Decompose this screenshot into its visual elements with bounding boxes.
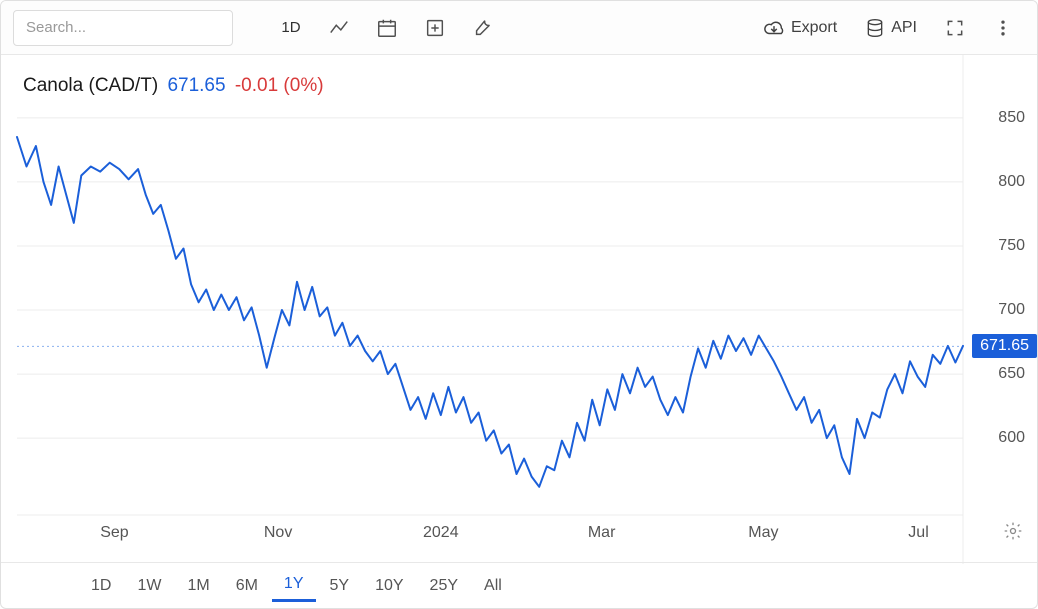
- cloud-download-icon: [763, 17, 785, 39]
- export-button[interactable]: Export: [751, 8, 849, 48]
- range-1d[interactable]: 1D: [79, 571, 123, 601]
- top-toolbar: 1D Export API: [1, 1, 1037, 55]
- chart-area[interactable]: Canola (CAD/T) 671.65 -0.01 (0%) 600 650 7…: [1, 55, 1037, 554]
- range-1m[interactable]: 1M: [175, 571, 221, 601]
- range-selector: 1D1W1M6M1Y5Y10Y25YAll: [1, 562, 1037, 608]
- yaxis-tick: 800: [998, 173, 1025, 191]
- price-chart-svg: [1, 55, 1038, 564]
- timeframe-label: 1D: [273, 19, 308, 36]
- database-icon: [865, 18, 885, 38]
- yaxis-tick: 700: [998, 301, 1025, 319]
- range-1w[interactable]: 1W: [125, 571, 173, 601]
- calendar-icon[interactable]: [365, 8, 409, 48]
- xaxis-tick: Sep: [100, 524, 128, 542]
- tools-icon[interactable]: [461, 8, 505, 48]
- yaxis-tick: 750: [998, 237, 1025, 255]
- instrument-value: 671.65: [167, 75, 225, 96]
- xaxis-tick: 2024: [423, 524, 459, 542]
- more-menu-icon[interactable]: [981, 8, 1025, 48]
- instrument-name: Canola (CAD/T): [23, 75, 158, 96]
- range-10y[interactable]: 10Y: [363, 571, 415, 601]
- xaxis-tick: Mar: [588, 524, 616, 542]
- yaxis-tick: 850: [998, 109, 1025, 127]
- search-input[interactable]: [13, 10, 233, 46]
- xaxis-tick: Jul: [908, 524, 928, 542]
- api-label: API: [891, 19, 917, 37]
- chart-title: Canola (CAD/T) 671.65 -0.01 (0%): [23, 75, 324, 97]
- range-all[interactable]: All: [472, 571, 514, 601]
- yaxis-tick: 600: [998, 429, 1025, 447]
- export-label: Export: [791, 19, 837, 37]
- range-5y[interactable]: 5Y: [318, 571, 362, 601]
- range-25y[interactable]: 25Y: [418, 571, 470, 601]
- range-6m[interactable]: 6M: [224, 571, 270, 601]
- api-button[interactable]: API: [853, 8, 929, 48]
- fullscreen-icon[interactable]: [933, 8, 977, 48]
- instrument-change: -0.01 (0%): [235, 75, 324, 96]
- chart-settings-icon[interactable]: [1003, 521, 1023, 546]
- add-panel-icon[interactable]: [413, 8, 457, 48]
- xaxis-tick: May: [748, 524, 778, 542]
- chart-type-icon[interactable]: [317, 8, 361, 48]
- current-price-badge: 671.65: [972, 334, 1037, 358]
- chart-widget: 1D Export API C: [0, 0, 1038, 609]
- timeframe-button[interactable]: 1D: [269, 8, 313, 48]
- range-1y[interactable]: 1Y: [272, 569, 316, 602]
- yaxis-tick: 650: [998, 365, 1025, 383]
- xaxis-tick: Nov: [264, 524, 292, 542]
